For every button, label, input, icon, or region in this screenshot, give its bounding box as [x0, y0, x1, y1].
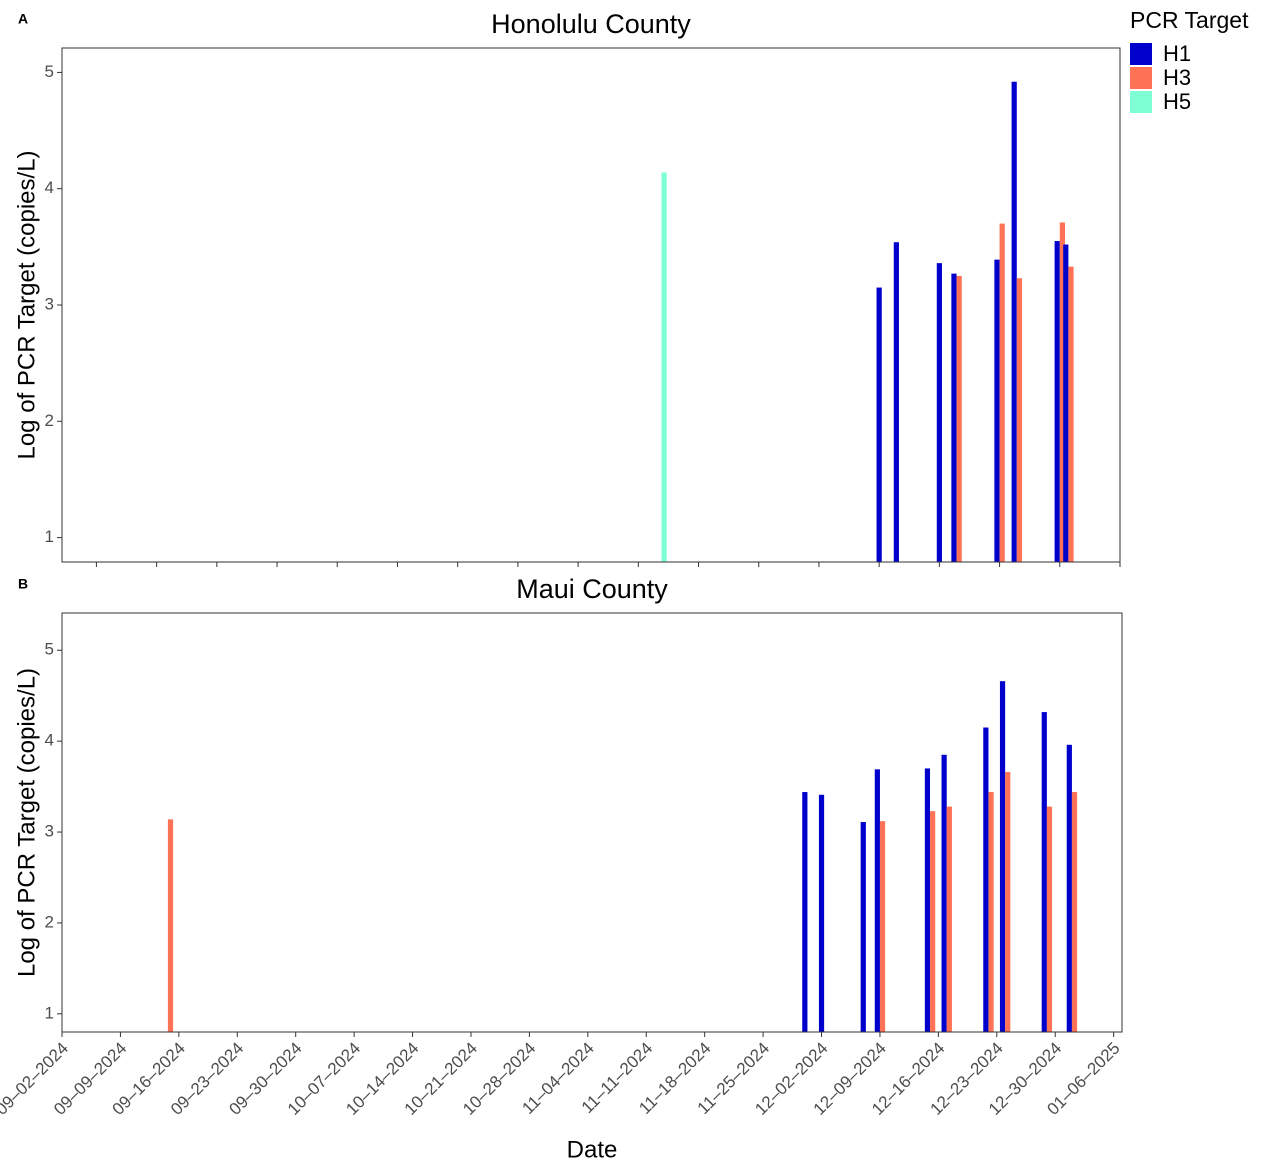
bar — [946, 806, 952, 1032]
bar — [879, 821, 886, 1032]
bar — [1068, 266, 1074, 562]
bar — [1071, 792, 1078, 1032]
bar — [999, 681, 1006, 1032]
bar — [924, 768, 931, 1032]
y-tick-label: 4 — [45, 178, 54, 197]
legend-key — [1130, 91, 1152, 113]
bar — [802, 792, 808, 1032]
bar — [930, 811, 936, 1032]
panel-label: A — [18, 11, 28, 27]
y-tick-label: 2 — [45, 411, 54, 430]
bar — [1054, 241, 1060, 563]
legend-key — [1130, 67, 1152, 89]
bar — [1046, 806, 1053, 1032]
bar — [167, 819, 174, 1032]
bar — [1005, 772, 1011, 1032]
bar — [1059, 222, 1065, 562]
bar — [1016, 278, 1022, 562]
y-axis-label: Log of PCR Target (copies/L) — [13, 150, 40, 459]
chart-title: Honolulu County — [491, 9, 691, 39]
plot-frame — [61, 47, 1121, 563]
bar — [1011, 81, 1017, 562]
y-tick-label: 5 — [45, 640, 54, 659]
bar — [951, 273, 957, 562]
bar — [988, 792, 994, 1032]
legend-title: PCR Target — [1130, 7, 1249, 33]
y-tick-label: 3 — [45, 294, 54, 313]
bar — [941, 754, 947, 1032]
y-tick-label: 4 — [45, 731, 54, 750]
bar — [1041, 712, 1047, 1032]
legend-label: H1 — [1163, 41, 1191, 66]
y-axis-label: Log of PCR Target (copies/L) — [13, 668, 40, 977]
bar — [893, 242, 899, 562]
y-tick-label: 2 — [45, 912, 54, 931]
y-tick-label: 1 — [45, 1003, 54, 1022]
bar — [876, 287, 882, 562]
x-axis-label: Date — [567, 1136, 618, 1163]
panel-label: B — [18, 576, 28, 592]
bar — [874, 769, 880, 1032]
plot-frame — [61, 612, 1123, 1033]
y-tick-label: 1 — [45, 527, 54, 546]
bar — [1063, 244, 1069, 562]
y-tick-label: 5 — [45, 62, 54, 81]
bar — [983, 727, 989, 1032]
legend-label: H3 — [1163, 65, 1191, 90]
chart-title: Maui County — [516, 574, 668, 604]
bar — [936, 263, 942, 562]
bar — [1066, 744, 1072, 1032]
bar — [818, 794, 825, 1032]
bar — [860, 822, 866, 1032]
bar — [994, 259, 1000, 562]
bar — [956, 275, 962, 562]
bar — [661, 172, 667, 562]
legend-key — [1130, 43, 1152, 65]
y-tick-label: 3 — [45, 822, 54, 841]
legend-label: H5 — [1163, 89, 1191, 114]
bar — [999, 223, 1005, 562]
